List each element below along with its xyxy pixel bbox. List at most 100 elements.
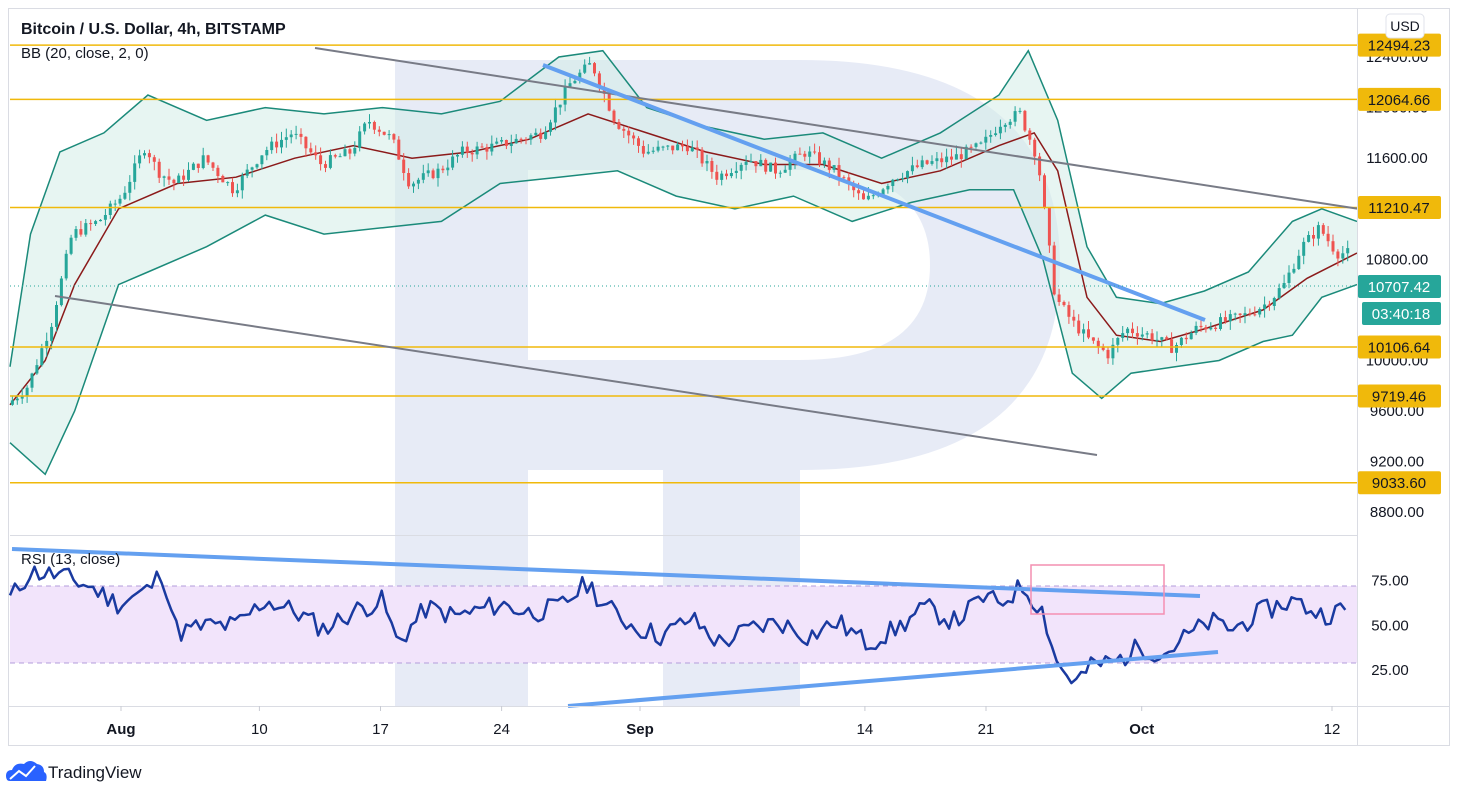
candle-body[interactable]: [147, 153, 151, 158]
candle-body[interactable]: [1297, 255, 1301, 269]
candle-body[interactable]: [368, 122, 371, 124]
candle-body[interactable]: [187, 169, 190, 180]
candle-body[interactable]: [661, 146, 665, 148]
candle-body[interactable]: [837, 165, 841, 178]
candle-body[interactable]: [558, 104, 562, 108]
candle-body[interactable]: [382, 131, 386, 135]
candle-body[interactable]: [637, 138, 640, 146]
candle-body[interactable]: [167, 176, 171, 180]
candle-body[interactable]: [265, 150, 269, 156]
candle-body[interactable]: [1140, 334, 1144, 337]
candle-body[interactable]: [685, 146, 689, 152]
candle-body[interactable]: [206, 155, 210, 163]
candle-body[interactable]: [1321, 225, 1325, 234]
candle-body[interactable]: [1184, 337, 1188, 340]
candle-body[interactable]: [1287, 272, 1291, 283]
candle-body[interactable]: [1189, 333, 1193, 340]
candle-body[interactable]: [1263, 304, 1267, 310]
candle-body[interactable]: [304, 136, 308, 149]
candle-body[interactable]: [1238, 313, 1242, 315]
candle-body[interactable]: [534, 132, 538, 136]
candle-body[interactable]: [1199, 325, 1203, 328]
candle-body[interactable]: [646, 151, 650, 154]
rsi-lower-trendline[interactable]: [567, 650, 1219, 708]
candle-body[interactable]: [857, 190, 861, 194]
candle-body[interactable]: [553, 107, 557, 123]
candle-body[interactable]: [529, 135, 533, 140]
candle-body[interactable]: [1223, 317, 1227, 322]
candle-body[interactable]: [1277, 288, 1281, 298]
candle-body[interactable]: [539, 132, 543, 139]
candle-body[interactable]: [240, 175, 244, 191]
candle-body[interactable]: [1170, 339, 1174, 353]
candle-body[interactable]: [847, 177, 851, 184]
candle-body[interactable]: [774, 162, 777, 174]
candle-body[interactable]: [578, 72, 582, 81]
candle-body[interactable]: [651, 150, 655, 152]
candle-body[interactable]: [641, 146, 645, 154]
candle-body[interactable]: [1336, 251, 1340, 259]
candle-body[interactable]: [1219, 317, 1222, 329]
candle-body[interactable]: [133, 163, 137, 182]
candle-body[interactable]: [103, 215, 107, 220]
candle-body[interactable]: [1326, 233, 1330, 242]
time-axis[interactable]: Aug 10 17 24 Sep 14 21 Oct 12: [106, 706, 1340, 738]
candle-body[interactable]: [314, 152, 318, 156]
candle-body[interactable]: [470, 152, 474, 155]
rsi-upper-trendline[interactable]: [11, 547, 1201, 598]
candle-body[interactable]: [720, 173, 724, 180]
candle-body[interactable]: [426, 170, 430, 174]
candle-body[interactable]: [485, 147, 489, 152]
tradingview-logo[interactable]: TradingView: [6, 761, 142, 782]
candle-body[interactable]: [89, 223, 93, 225]
candle-body[interactable]: [573, 80, 577, 84]
candle-body[interactable]: [480, 146, 484, 148]
candle-body[interactable]: [813, 151, 817, 153]
candle-body[interactable]: [563, 86, 567, 105]
candle-body[interactable]: [1346, 248, 1350, 254]
candle-body[interactable]: [79, 229, 83, 235]
candle-body[interactable]: [441, 168, 445, 171]
candle-body[interactable]: [348, 149, 352, 154]
candle-body[interactable]: [275, 141, 279, 148]
candle-body[interactable]: [764, 159, 768, 172]
candle-body[interactable]: [245, 169, 249, 176]
candle-body[interactable]: [568, 83, 572, 87]
candle-body[interactable]: [412, 183, 415, 187]
candle-body[interactable]: [1307, 235, 1311, 242]
candle-body[interactable]: [588, 63, 592, 65]
candle-body[interactable]: [896, 179, 900, 181]
candle-body[interactable]: [1272, 298, 1276, 306]
candle-body[interactable]: [226, 182, 230, 184]
candle-body[interactable]: [509, 143, 513, 146]
candle-body[interactable]: [901, 178, 905, 180]
candle-body[interactable]: [1091, 337, 1095, 341]
candle-body[interactable]: [617, 122, 621, 129]
candle-body[interactable]: [842, 177, 846, 179]
candle-body[interactable]: [1003, 124, 1007, 127]
candle-body[interactable]: [162, 176, 166, 178]
candle-body[interactable]: [945, 156, 949, 163]
candle-body[interactable]: [94, 221, 98, 224]
candle-body[interactable]: [1150, 333, 1154, 341]
candle-body[interactable]: [270, 141, 274, 151]
candle-body[interactable]: [891, 179, 895, 186]
candle-body[interactable]: [328, 155, 332, 168]
candle-body[interactable]: [1243, 313, 1247, 316]
candle-body[interactable]: [123, 192, 127, 199]
candle-body[interactable]: [392, 134, 396, 140]
currency-button-bg[interactable]: [1385, 13, 1425, 39]
candle-body[interactable]: [343, 149, 347, 157]
candle-body[interactable]: [1179, 337, 1183, 345]
candle-body[interactable]: [881, 189, 885, 195]
candle-body[interactable]: [1111, 344, 1115, 359]
candle-body[interactable]: [607, 93, 611, 111]
candle-body[interactable]: [676, 144, 680, 151]
candle-body[interactable]: [143, 153, 146, 156]
candle-body[interactable]: [920, 160, 924, 168]
candle-body[interactable]: [108, 203, 112, 215]
candle-body[interactable]: [172, 179, 176, 184]
rsi-axis[interactable]: 75.00 50.00 25.00: [1371, 573, 1409, 680]
candle-body[interactable]: [280, 139, 283, 148]
